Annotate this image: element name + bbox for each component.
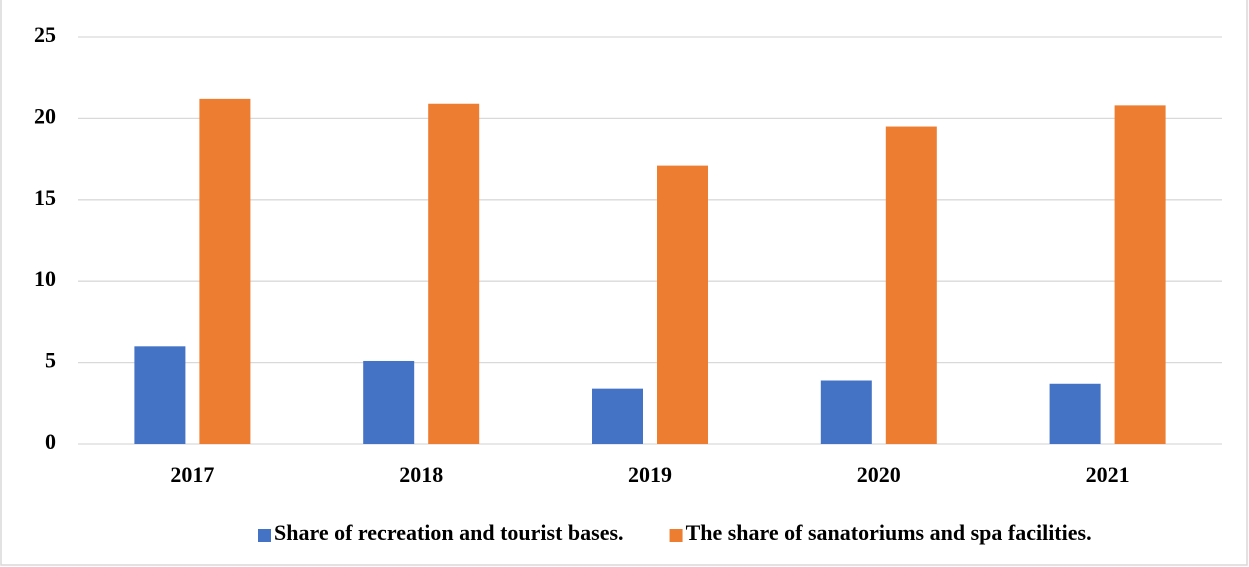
bar [1114,105,1166,444]
x-tick-label: 2018 [399,462,443,487]
bar [592,388,643,444]
bar [885,126,937,444]
legend-label: Share of recreation and tourist bases. [274,520,624,545]
legend-label: The share of sanatoriums and spa facilit… [686,520,1092,545]
x-tick-label: 2020 [857,462,901,487]
legend-swatch [258,529,271,542]
x-tick-label: 2019 [628,462,672,487]
x-tick-label: 2021 [1086,462,1130,487]
y-tick-label: 10 [34,266,56,291]
y-tick-label: 5 [45,348,56,373]
bar [1049,383,1101,444]
bar [428,103,480,445]
x-tick-label: 2017 [170,462,214,487]
legend-swatch [669,529,683,542]
bar [657,165,708,444]
y-tick-label: 25 [34,22,56,47]
y-tick-label: 15 [34,185,56,210]
bar [820,380,872,444]
bar [199,98,251,444]
y-tick-label: 0 [45,429,56,454]
bar [363,360,415,444]
bar [134,346,186,444]
y-tick-label: 20 [34,103,56,128]
